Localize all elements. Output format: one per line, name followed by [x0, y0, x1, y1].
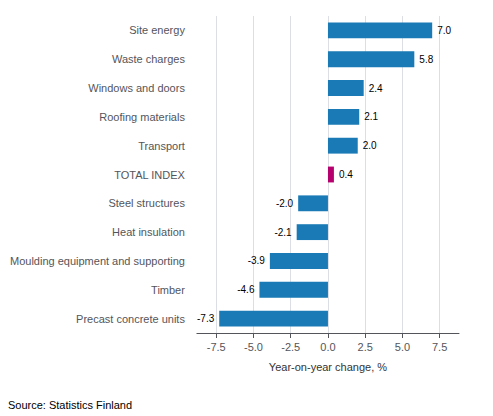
svg-text:TOTAL INDEX: TOTAL INDEX [114, 169, 185, 181]
svg-text:Moulding equipment and support: Moulding equipment and supporting [10, 255, 185, 267]
svg-text:7.0: 7.0 [437, 25, 451, 36]
svg-text:Steel structures: Steel structures [108, 197, 185, 209]
svg-text:2.0: 2.0 [363, 140, 377, 151]
svg-text:Timber: Timber [151, 284, 185, 296]
svg-text:2.5: 2.5 [358, 341, 373, 353]
svg-text:Transport: Transport [138, 140, 185, 152]
svg-text:-2.5: -2.5 [281, 341, 300, 353]
svg-text:-3.9: -3.9 [248, 255, 266, 266]
svg-text:5.8: 5.8 [419, 54, 433, 65]
svg-text:Roofing materials: Roofing materials [99, 111, 185, 123]
svg-text:Site energy: Site energy [129, 24, 185, 36]
svg-text:2.1: 2.1 [364, 111, 378, 122]
svg-text:-2.0: -2.0 [276, 198, 294, 209]
svg-text:Year-on-year change, %: Year-on-year change, % [269, 361, 387, 373]
svg-text:-5.0: -5.0 [244, 341, 263, 353]
svg-text:0.0: 0.0 [320, 341, 335, 353]
svg-text:-7.5: -7.5 [207, 341, 226, 353]
svg-text:-2.1: -2.1 [274, 227, 292, 238]
svg-text:Waste charges: Waste charges [112, 53, 185, 65]
svg-text:5.0: 5.0 [395, 341, 410, 353]
svg-text:Precast concrete units: Precast concrete units [76, 313, 185, 325]
svg-text:Heat insulation: Heat insulation [112, 226, 185, 238]
svg-text:0.4: 0.4 [339, 169, 353, 180]
svg-text:Source: Statistics Finland: Source: Statistics Finland [8, 399, 132, 411]
svg-text:Windows and doors: Windows and doors [88, 82, 185, 94]
svg-text:-4.6: -4.6 [237, 284, 255, 295]
svg-text:-7.3: -7.3 [197, 313, 215, 324]
svg-text:2.4: 2.4 [369, 83, 383, 94]
svg-text:7.5: 7.5 [432, 341, 447, 353]
